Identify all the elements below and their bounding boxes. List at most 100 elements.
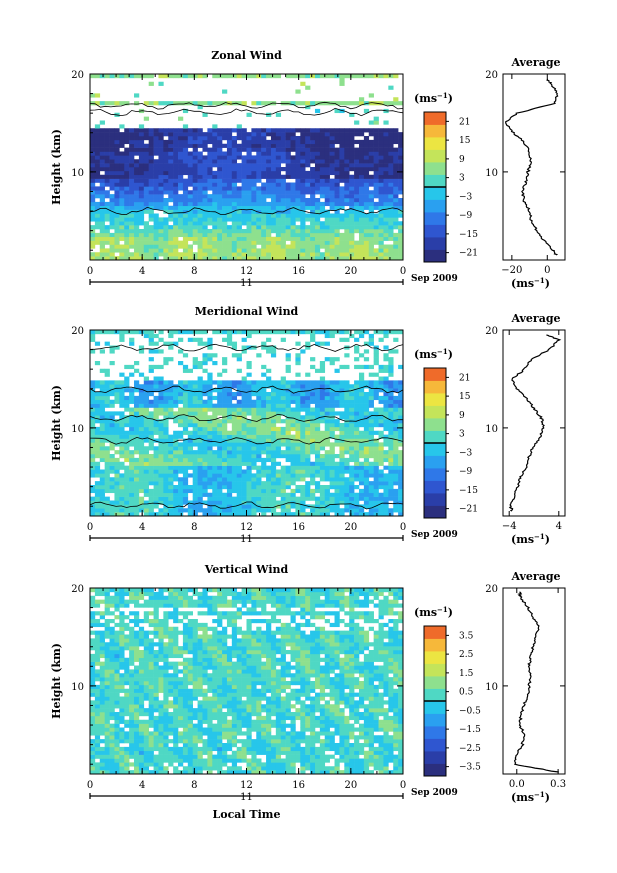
heatmap-cell — [363, 178, 370, 183]
heatmap-cell — [378, 434, 384, 439]
heatmap-cell — [290, 194, 296, 199]
heatmap-cell — [270, 504, 277, 509]
heatmap-cell — [300, 248, 306, 253]
heatmap-cell — [173, 465, 179, 470]
heatmap-cell — [94, 167, 101, 172]
heatmap-cell — [344, 225, 350, 230]
heatmap-cell — [339, 512, 345, 517]
heatmap-cell — [295, 194, 301, 199]
heatmap-cell — [344, 244, 350, 249]
heatmap-cell — [182, 353, 189, 358]
heatmap-cell — [270, 240, 277, 245]
heatmap-cell — [270, 454, 277, 459]
heatmap-cell — [119, 74, 125, 79]
heatmap-cell — [158, 330, 164, 335]
heatmap-cell — [305, 407, 311, 412]
heatmap-cell — [90, 669, 96, 674]
heatmap-cell — [217, 423, 223, 428]
heatmap-cell — [217, 457, 223, 463]
heatmap-cell — [266, 465, 272, 470]
heatmap-cell — [349, 508, 355, 513]
heatmap-cell — [217, 469, 223, 474]
colorbar-tick-label: −21 — [459, 249, 478, 259]
heatmap-cell — [305, 485, 311, 490]
heatmap-cell — [168, 446, 174, 451]
heatmap-cell — [393, 256, 399, 261]
heatmap-cell — [90, 128, 96, 133]
heatmap-cell — [153, 492, 159, 497]
heatmap-cell — [368, 333, 374, 339]
heatmap-cell — [226, 155, 233, 160]
heatmap-cell — [148, 178, 154, 183]
heatmap-cell — [246, 454, 252, 459]
heatmap-cell — [378, 186, 384, 191]
heatmap-cell — [109, 415, 115, 420]
heatmap-cell — [388, 434, 394, 439]
heatmap-cell — [334, 136, 340, 141]
heatmap-cell — [119, 194, 125, 199]
heatmap-cell — [280, 430, 286, 435]
heatmap-cell — [383, 473, 389, 478]
heatmap-cell — [99, 415, 105, 420]
heatmap-cell — [197, 438, 203, 443]
heatmap-cell — [119, 454, 125, 459]
heatmap-cell — [295, 454, 301, 459]
heatmap-cell — [378, 407, 384, 412]
heatmap-cell — [256, 473, 262, 478]
heatmap-cell — [329, 469, 335, 474]
heatmap-cell — [217, 194, 223, 199]
heatmap-cell — [236, 426, 242, 432]
heatmap-cell — [285, 469, 291, 474]
heatmap-cell — [222, 403, 228, 408]
heatmap-cell — [398, 170, 404, 176]
heatmap-cell — [173, 256, 179, 261]
heatmap-cell — [256, 395, 262, 401]
heatmap-cell — [285, 236, 291, 241]
y-tick-label: 10 — [71, 424, 84, 435]
heatmap-cell — [158, 434, 164, 439]
heatmap-cell — [388, 143, 394, 148]
heatmap-cell — [99, 147, 105, 152]
heatmap-cell — [334, 213, 340, 218]
heatmap-cell — [226, 392, 233, 397]
heatmap-cell — [305, 426, 311, 432]
heatmap-cell — [153, 349, 159, 354]
heatmap-cell — [173, 101, 179, 106]
heatmap-cell — [104, 508, 110, 513]
heatmap-cell — [163, 380, 169, 385]
heatmap-cell — [310, 426, 316, 432]
heatmap-cell — [319, 155, 326, 160]
heatmap-cell — [305, 252, 311, 257]
heatmap-cell — [134, 330, 140, 335]
heatmap-cell — [226, 388, 233, 393]
unit-prefix: (ms — [414, 92, 437, 105]
heatmap-cell — [363, 147, 370, 152]
heatmap-cell — [393, 159, 399, 164]
x-tick-label: 20 — [344, 266, 357, 277]
colorbar-band — [424, 137, 446, 150]
heatmap-cell — [349, 236, 355, 241]
heatmap-cell — [270, 155, 277, 160]
heatmap-cell — [207, 221, 213, 226]
heatmap-cell — [285, 252, 291, 257]
heatmap-cell — [363, 190, 370, 195]
heatmap-cell — [222, 450, 228, 455]
heatmap-cell — [207, 182, 213, 187]
heatmap-cell — [363, 256, 370, 261]
heatmap-cell — [236, 469, 242, 474]
heatmap-cell — [373, 178, 379, 183]
heatmap-cell — [197, 454, 203, 459]
heatmap-cell — [163, 225, 169, 230]
heatmap-cell — [134, 388, 140, 393]
heatmap-cell — [129, 236, 135, 241]
heatmap-cell — [168, 399, 174, 404]
heatmap-cell — [373, 143, 379, 148]
heatmap-cell — [256, 198, 262, 203]
heatmap-cell — [226, 485, 233, 490]
heatmap-cell — [334, 473, 340, 478]
heatmap-cell — [90, 595, 96, 600]
heatmap-cell — [114, 438, 120, 443]
heatmap-cell — [134, 229, 140, 234]
heatmap-cell — [290, 407, 296, 412]
